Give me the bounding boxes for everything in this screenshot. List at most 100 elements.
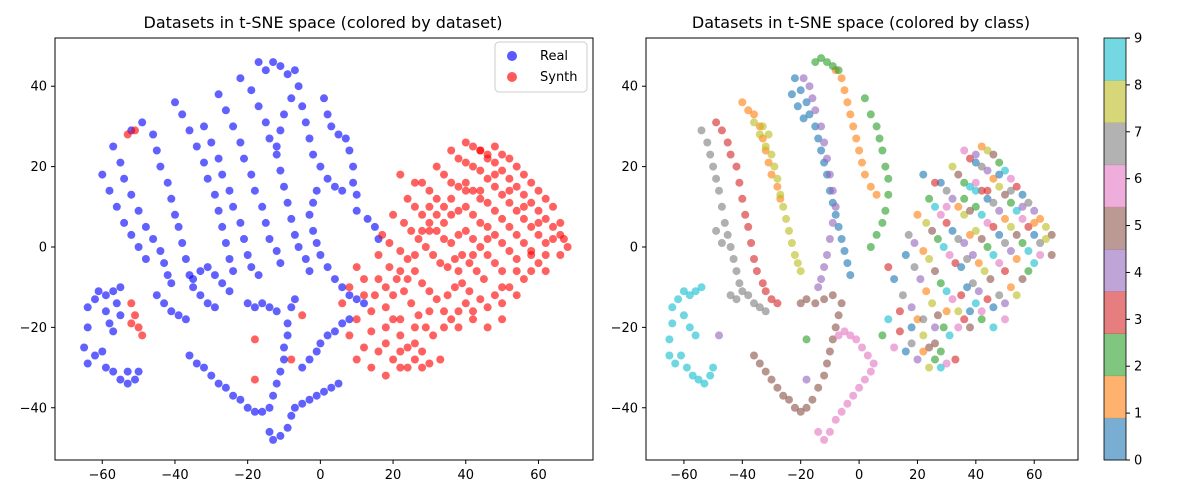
point-series-synth	[541, 239, 550, 247]
colorbar-segment-3	[1104, 291, 1126, 334]
point-series-6	[837, 407, 846, 416]
point-series-2	[878, 146, 887, 155]
point-series-4	[811, 106, 820, 115]
point-synth-mixed	[942, 307, 951, 316]
point-series-real	[105, 186, 114, 195]
point-series-0	[843, 259, 852, 268]
point-series-0	[796, 86, 805, 95]
point-series-real	[280, 182, 288, 191]
point-series-real	[214, 90, 223, 99]
point-series-real	[287, 214, 296, 223]
y-tick-label: 0	[39, 240, 47, 255]
point-series-0	[817, 146, 826, 155]
point-synth-mixed	[1006, 198, 1015, 207]
point-synth-mixed	[974, 287, 983, 296]
point-series-synth	[498, 267, 507, 276]
point-series-real	[200, 363, 208, 372]
point-synth-mixed	[983, 146, 992, 155]
point-synth-mixed	[977, 235, 986, 243]
colorbar-segment-2	[1104, 333, 1126, 377]
point-series-synth	[410, 202, 419, 211]
point-series-synth	[461, 186, 470, 195]
point-synth-mixed	[895, 327, 904, 336]
point-series-9	[682, 363, 691, 372]
point-series-real	[203, 299, 212, 308]
point-series-synth	[138, 331, 147, 340]
point-series-real	[116, 283, 125, 292]
point-series-real	[265, 134, 274, 143]
point-synth-mixed	[945, 251, 954, 259]
point-synth-mixed	[977, 142, 986, 151]
point-series-synth	[440, 170, 448, 179]
point-series-synth	[338, 299, 347, 308]
point-synth-mixed	[951, 259, 960, 268]
x-axis-ticks-class: −60 −40 −20 0 20 40 60	[670, 460, 1042, 483]
point-series-real	[312, 391, 321, 400]
point-series-5	[831, 323, 840, 332]
point-series-real	[243, 403, 252, 412]
point-series-synth	[127, 319, 136, 328]
point-series-real	[305, 395, 314, 404]
point-series-7	[706, 150, 715, 159]
point-series-4	[799, 74, 808, 83]
point-synth-mixed	[963, 283, 972, 292]
point-series-synth	[440, 323, 448, 332]
plot-area-frame-class	[645, 37, 1079, 461]
point-series-real	[272, 150, 281, 159]
point-series-synth	[425, 226, 434, 235]
point-series-6	[831, 415, 840, 424]
point-series-8	[761, 142, 770, 151]
point-series-real	[370, 222, 379, 231]
point-series-6	[840, 327, 849, 336]
point-series-synth	[352, 315, 361, 324]
x-tick-label: 60	[1026, 468, 1043, 483]
point-series-synth	[385, 263, 394, 272]
point-series-real	[218, 279, 227, 288]
point-series-real	[138, 118, 147, 127]
point-series-synth	[410, 178, 419, 187]
point-series-5	[796, 407, 805, 416]
point-series-real	[181, 255, 190, 263]
point-series-synth	[498, 214, 507, 223]
point-series-synth	[519, 214, 528, 223]
point-series-synth	[425, 307, 434, 316]
point-series-5	[785, 395, 793, 404]
point-series-synth	[389, 210, 398, 219]
point-series-real	[254, 271, 263, 280]
point-series-synth	[461, 158, 470, 167]
point-series-synth	[418, 363, 427, 372]
point-series-real	[141, 222, 150, 231]
point-series-9	[679, 287, 688, 296]
point-series-synth	[454, 182, 463, 191]
point-synth-mixed	[1041, 222, 1050, 231]
point-series-0	[787, 90, 796, 99]
point-series-synth	[563, 243, 572, 251]
point-series-real	[261, 118, 270, 127]
point-series-real	[363, 214, 372, 223]
point-series-synth	[469, 235, 477, 243]
point-synth-mixed	[913, 355, 922, 364]
point-series-synth	[381, 283, 390, 292]
point-series-real	[109, 367, 118, 376]
point-series-3	[738, 194, 747, 203]
point-series-synth	[498, 315, 507, 324]
point-series-synth	[370, 291, 379, 300]
point-synth-mixed	[1012, 206, 1021, 215]
point-series-1	[744, 106, 753, 115]
point-series-synth	[541, 251, 550, 259]
point-synth-mixed	[1012, 230, 1021, 239]
point-series-synth	[527, 198, 536, 207]
point-synth-mixed	[983, 194, 992, 203]
point-series-synth	[465, 287, 474, 296]
point-synth-mixed	[1001, 267, 1009, 276]
point-synth-mixed	[925, 255, 934, 263]
point-synth-mixed	[931, 355, 939, 364]
point-series-real	[265, 427, 274, 436]
point-series-synth	[443, 291, 452, 300]
point-synth-mixed	[901, 347, 910, 356]
point-series-synth	[490, 182, 499, 191]
point-series-synth	[381, 303, 390, 312]
point-series-synth	[447, 178, 456, 187]
point-series-real	[203, 263, 212, 272]
point-series-5	[790, 403, 799, 412]
